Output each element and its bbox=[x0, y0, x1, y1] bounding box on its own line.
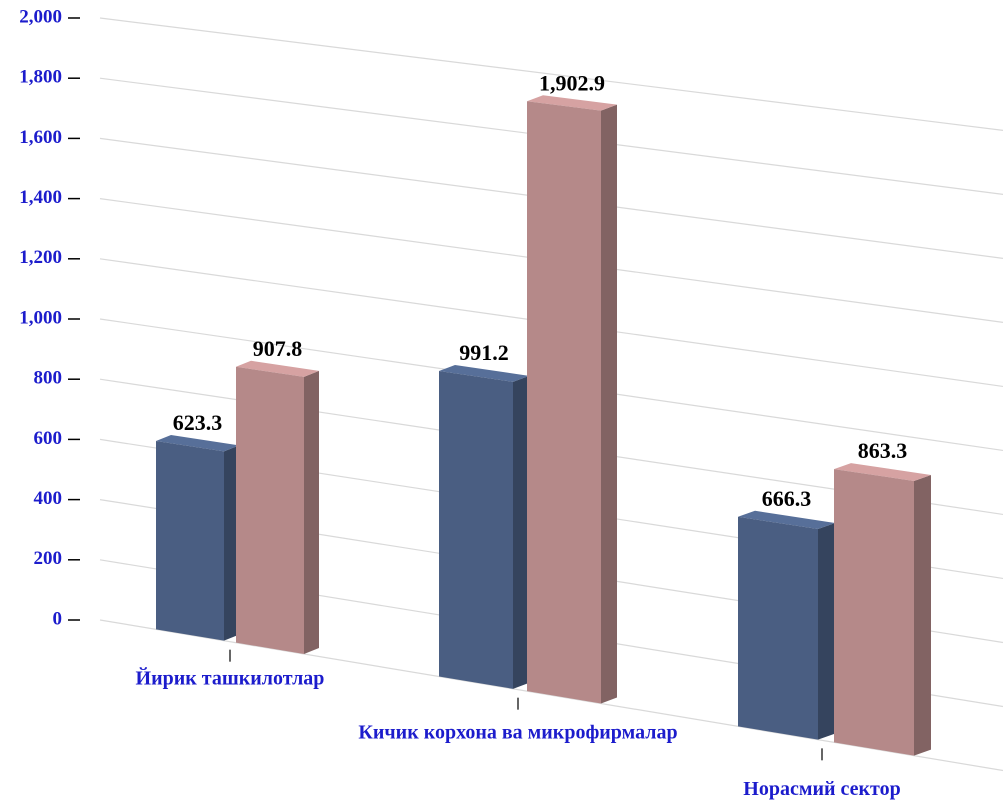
bar-side bbox=[513, 375, 529, 689]
bar-top bbox=[834, 463, 931, 481]
y-tick-label: 1,800 bbox=[19, 67, 62, 88]
y-tick-label: 400 bbox=[34, 488, 63, 509]
x-tick-label: Норасмий сектор bbox=[743, 778, 900, 800]
bar bbox=[834, 469, 914, 756]
bar-top bbox=[156, 434, 239, 452]
y-tick-label: 200 bbox=[34, 548, 63, 569]
y-tick-label: 1,200 bbox=[19, 247, 62, 268]
y-tick-label: 800 bbox=[34, 368, 63, 389]
bar-top bbox=[439, 365, 529, 382]
bar-side bbox=[224, 445, 239, 641]
y-tick-label: 1,400 bbox=[19, 187, 62, 208]
x-tick-label: Йирик ташкилотлар bbox=[136, 666, 325, 689]
bar bbox=[156, 440, 224, 641]
y-tick-label: 600 bbox=[34, 428, 63, 449]
bar bbox=[439, 371, 513, 689]
data-label: 907.8 bbox=[253, 336, 303, 361]
y-tick-label: 0 bbox=[53, 608, 63, 629]
bar bbox=[527, 101, 601, 704]
data-label: 863.3 bbox=[858, 438, 908, 463]
bar-side bbox=[304, 370, 319, 654]
bar-top bbox=[236, 360, 319, 377]
y-tick-label: 1,000 bbox=[19, 307, 62, 328]
bar-side bbox=[601, 104, 617, 704]
data-label: 623.3 bbox=[173, 410, 223, 435]
bar-top bbox=[527, 95, 617, 111]
bar-side bbox=[818, 523, 835, 740]
x-tick-label: Кичик корхона ва микрофирмалар bbox=[358, 721, 677, 743]
bar-side bbox=[914, 474, 931, 756]
data-label: 991.2 bbox=[459, 340, 509, 365]
y-tick-label: 1,600 bbox=[19, 127, 62, 148]
bar-top bbox=[738, 510, 835, 530]
grid-line bbox=[99, 17, 1003, 131]
bar bbox=[738, 516, 818, 740]
bar bbox=[236, 366, 304, 654]
data-label: 1,902.9 bbox=[539, 70, 605, 95]
y-tick-label: 2,000 bbox=[19, 6, 62, 27]
data-label: 666.3 bbox=[762, 486, 812, 511]
